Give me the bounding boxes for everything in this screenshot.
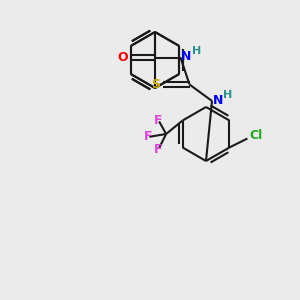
Text: H: H [192,46,201,56]
Text: F: F [154,113,162,127]
Text: O: O [117,51,128,64]
Text: N: N [213,94,223,106]
Text: F: F [144,130,152,143]
Text: F: F [154,143,162,156]
Text: N: N [181,50,192,63]
Text: H: H [224,90,232,100]
Text: Cl: Cl [250,129,263,142]
Text: S: S [151,78,160,91]
